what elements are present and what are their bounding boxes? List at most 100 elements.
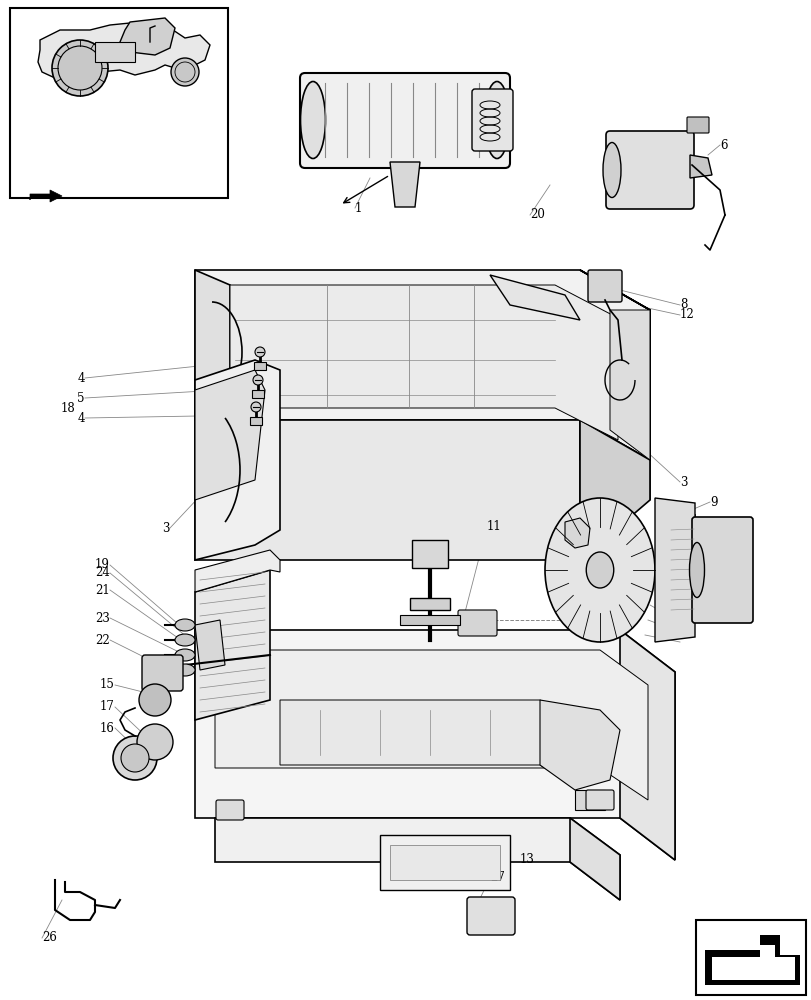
Ellipse shape [300,82,325,159]
Circle shape [137,724,173,760]
Bar [574,790,604,810]
Text: 7: 7 [679,605,687,618]
Text: 18: 18 [60,401,75,414]
FancyBboxPatch shape [587,270,621,302]
Text: 23: 23 [95,611,109,624]
Polygon shape [195,370,264,500]
Polygon shape [609,310,649,460]
Polygon shape [579,420,649,560]
Text: 6: 6 [719,139,727,152]
Polygon shape [654,498,694,642]
Polygon shape [230,285,617,440]
Text: 8: 8 [679,298,687,312]
Text: 4: 4 [77,412,85,424]
Circle shape [121,744,148,772]
Text: 5: 5 [77,391,85,404]
FancyBboxPatch shape [605,131,693,209]
FancyBboxPatch shape [686,117,708,133]
FancyBboxPatch shape [142,655,182,691]
FancyBboxPatch shape [216,800,243,820]
Bar [411,540,448,568]
Bar [400,615,460,625]
Ellipse shape [175,664,195,676]
Polygon shape [389,162,419,207]
Text: 13: 13 [519,853,534,866]
Ellipse shape [484,82,508,159]
Polygon shape [195,550,280,592]
Bar [410,598,449,610]
Polygon shape [120,18,175,55]
Bar [251,390,264,398]
Polygon shape [669,515,694,625]
Ellipse shape [586,552,613,588]
Text: 10: 10 [679,615,694,629]
Polygon shape [711,945,794,980]
Polygon shape [30,190,62,202]
Polygon shape [620,630,674,860]
Text: 19: 19 [95,558,109,572]
Text: 3: 3 [679,476,687,488]
Text: 24: 24 [95,566,109,580]
Ellipse shape [175,619,195,631]
FancyBboxPatch shape [586,790,613,810]
Polygon shape [195,620,225,670]
Polygon shape [195,270,230,420]
Text: 3: 3 [162,522,169,534]
Polygon shape [539,700,620,790]
Text: 26: 26 [42,931,57,944]
Bar [254,362,266,370]
Polygon shape [704,935,799,985]
Bar [250,417,262,425]
Ellipse shape [689,542,704,597]
FancyBboxPatch shape [457,610,496,636]
Polygon shape [195,270,649,460]
Text: 11: 11 [487,520,501,534]
FancyBboxPatch shape [471,89,513,151]
Text: 16: 16 [100,722,115,734]
Polygon shape [564,518,590,548]
Polygon shape [195,420,579,560]
Circle shape [253,375,263,385]
Text: 25: 25 [694,558,709,572]
Circle shape [139,684,171,716]
Bar [10,8,228,198]
Text: 14: 14 [679,626,694,639]
Ellipse shape [603,143,620,198]
Polygon shape [195,570,270,720]
Polygon shape [215,650,647,800]
Ellipse shape [175,649,195,661]
Polygon shape [215,818,620,900]
Text: 20: 20 [530,209,544,222]
Text: 27: 27 [489,871,504,884]
Polygon shape [689,155,711,178]
Circle shape [52,40,108,96]
Polygon shape [489,275,579,320]
Circle shape [255,347,264,357]
Ellipse shape [544,498,654,642]
Polygon shape [280,700,571,785]
Text: 15: 15 [100,678,115,692]
Bar [380,835,509,890]
Bar [95,42,135,62]
FancyBboxPatch shape [691,517,752,623]
Bar [389,845,500,880]
Text: 2: 2 [679,626,687,639]
Circle shape [171,58,199,86]
Ellipse shape [175,634,195,646]
Text: 22: 22 [95,634,109,647]
Text: 9: 9 [709,495,717,508]
FancyBboxPatch shape [299,73,509,168]
Polygon shape [195,630,674,860]
FancyBboxPatch shape [466,897,514,935]
Bar [695,920,805,995]
Polygon shape [569,818,620,900]
Polygon shape [38,22,210,80]
Polygon shape [579,270,649,500]
Text: 21: 21 [95,584,109,596]
Text: 12: 12 [679,308,694,322]
Text: 1: 1 [354,202,362,215]
Circle shape [113,736,157,780]
Circle shape [251,402,260,412]
Polygon shape [195,360,280,560]
Text: 4: 4 [77,371,85,384]
